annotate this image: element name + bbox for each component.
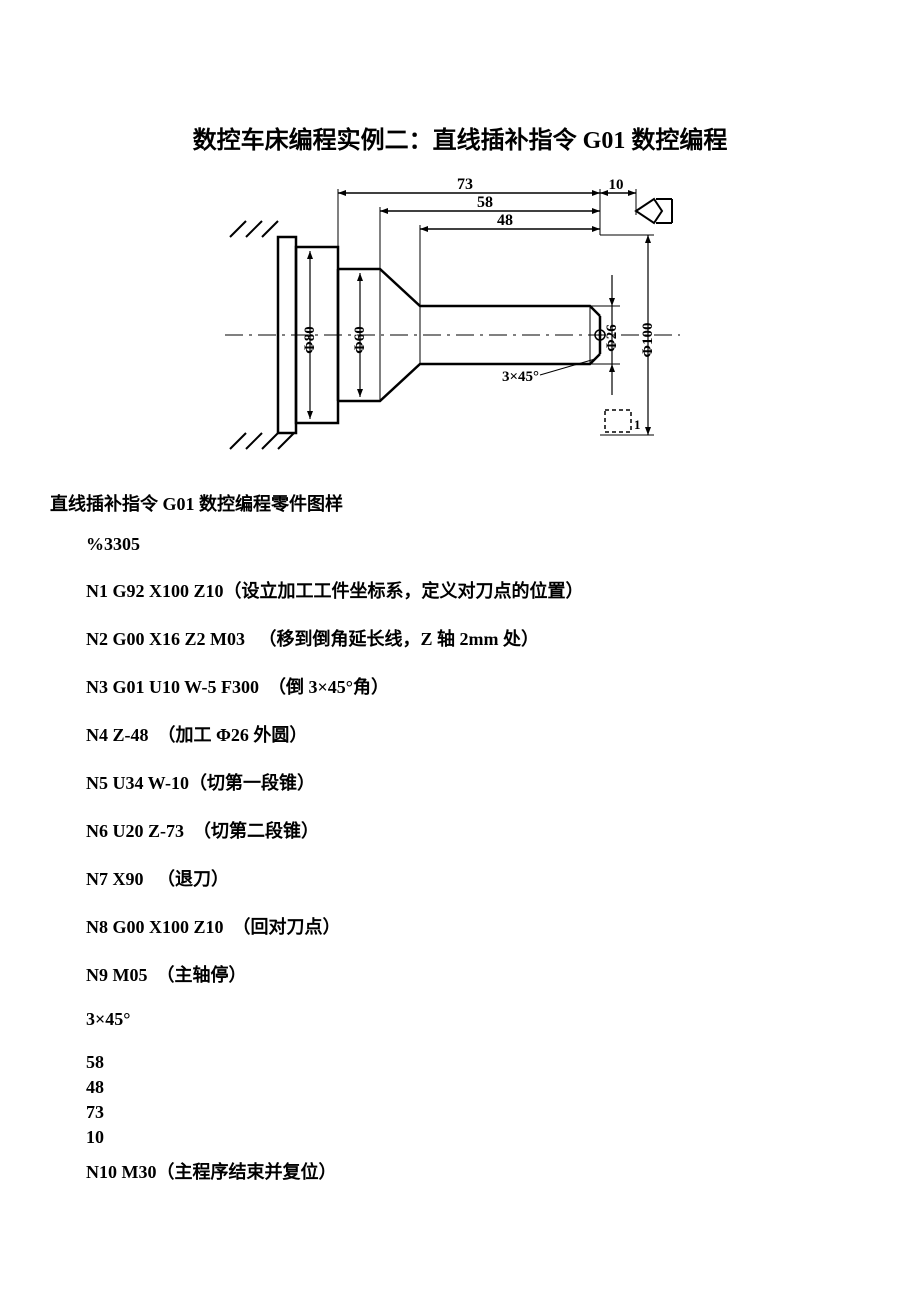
- dim-10: 10: [609, 177, 624, 193]
- svg-text:1: 1: [634, 417, 641, 432]
- code-line-8: N8 G00 X100 Z10 （回对刀点）: [86, 913, 870, 939]
- code-line-3: N3 G01 U10 W-5 F300 （倒 3×45°角）: [86, 673, 870, 699]
- code-line-5: N5 U34 W-10（切第一段锥）: [86, 769, 870, 795]
- chamfer-note: 3×45°: [86, 1009, 870, 1030]
- code-line-4: N4 Z-48 （加工 Φ26 外圆）: [86, 721, 870, 747]
- code-line-6: N6 U20 Z-73 （切第二段锥）: [86, 817, 870, 843]
- dim-phi60: Φ60: [352, 326, 368, 353]
- code-line-9: N9 M05 （主轴停）: [86, 961, 870, 987]
- code-line-0: %3305: [86, 534, 870, 555]
- dim-phi100: Φ100: [640, 323, 656, 358]
- dim-phi80: Φ80: [302, 326, 318, 353]
- diagram-caption: 直线插补指令 G01 数控编程零件图样: [50, 490, 870, 516]
- tool-icon: [636, 199, 672, 223]
- code-line-7: N7 X90 （退刀）: [86, 865, 870, 891]
- code-line-10: N10 M30（主程序结束并复位）: [86, 1158, 870, 1184]
- code-line-1: N1 G92 X100 Z10（设立加工工件坐标系，定义对刀点的位置）: [86, 577, 870, 603]
- num-58: 58: [86, 1052, 870, 1073]
- dim-48: 48: [497, 212, 513, 229]
- page-title: 数控车床编程实例二：直线插补指令 G01 数控编程: [50, 120, 870, 155]
- dim-73: 73: [457, 176, 473, 193]
- num-48: 48: [86, 1077, 870, 1098]
- dim-58: 58: [477, 194, 493, 211]
- part-diagram: 73 58 48 10: [50, 175, 870, 460]
- num-10: 10: [86, 1127, 870, 1148]
- dim-phi26: Φ26: [604, 324, 620, 352]
- code-line-2: N2 G00 X16 Z2 M03 （移到倒角延长线，Z 轴 2mm 处）: [86, 625, 870, 651]
- dim-chamfer: 3×45°: [502, 369, 539, 385]
- num-73: 73: [86, 1102, 870, 1123]
